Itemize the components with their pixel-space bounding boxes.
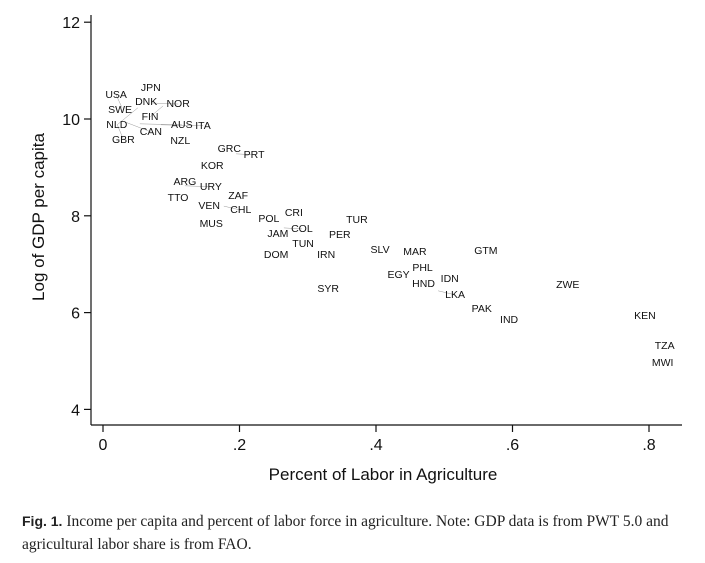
label-leader-line — [184, 185, 211, 188]
point-label-jam: JAM — [267, 228, 288, 240]
label-leader-line — [149, 105, 164, 118]
caption-label: Fig. 1. — [22, 513, 63, 529]
x-tick-label: .6 — [506, 437, 519, 454]
point-label-gtm: GTM — [474, 245, 497, 257]
point-label-ind: IND — [500, 314, 519, 326]
point-label-prt: PRT — [244, 149, 265, 161]
point-label-mwi: MWI — [652, 357, 674, 369]
point-label-aus: AUS — [171, 119, 193, 131]
x-tick-label: .2 — [233, 437, 246, 454]
point-label-ven: VEN — [198, 200, 220, 212]
point-label-lka: LKA — [445, 289, 465, 301]
label-leader-line — [236, 153, 255, 156]
label-leader-line — [161, 124, 204, 127]
point-label-usa: USA — [105, 89, 127, 101]
point-label-egy: EGY — [387, 269, 409, 281]
label-leader-line — [139, 123, 182, 126]
label-leader-line — [115, 94, 123, 108]
y-tick-label: 6 — [71, 306, 80, 323]
label-leader-line — [438, 290, 456, 296]
point-label-nld: NLD — [106, 119, 127, 131]
point-label-mus: MUS — [200, 218, 223, 230]
x-tick-label: .4 — [369, 437, 382, 454]
label-leader-line — [152, 102, 179, 105]
point-label-idn: IDN — [441, 273, 459, 285]
point-label-phl: PHL — [412, 262, 433, 274]
label-leader-line — [283, 227, 302, 230]
point-label-grc: GRC — [218, 143, 242, 155]
point-label-tza: TZA — [655, 340, 675, 352]
point-label-irn: IRN — [317, 249, 335, 261]
point-label-nor: NOR — [166, 98, 190, 110]
point-label-mar: MAR — [403, 246, 427, 258]
point-label-swe: SWE — [108, 104, 132, 116]
point-label-can: CAN — [140, 126, 162, 138]
point-label-zaf: ZAF — [228, 190, 248, 202]
x-tick-label: .8 — [642, 437, 655, 454]
point-label-tur: TUR — [346, 214, 368, 226]
y-axis-title: Log of GDP per capita — [29, 133, 48, 301]
point-label-chl: CHL — [230, 204, 251, 216]
y-tick-label: 12 — [62, 15, 80, 32]
label-leader-line — [116, 107, 138, 126]
point-label-arg: ARG — [174, 176, 197, 188]
point-label-pak: PAK — [472, 303, 492, 315]
point-label-nzl: NZL — [170, 135, 190, 147]
point-label-slv: SLV — [371, 244, 390, 256]
point-label-jpn: JPN — [141, 82, 161, 94]
point-label-hnd: HND — [412, 278, 435, 290]
point-label-dom: DOM — [264, 249, 289, 261]
point-label-ury: URY — [200, 181, 222, 193]
y-tick-label: 8 — [71, 209, 80, 226]
point-label-tto: TTO — [168, 192, 189, 204]
point-label-kor: KOR — [201, 160, 224, 172]
point-label-ita: ITA — [195, 120, 211, 132]
point-label-zwe: ZWE — [556, 279, 579, 291]
point-label-ken: KEN — [634, 310, 656, 322]
point-label-fin: FIN — [142, 111, 159, 123]
label-leader-line — [223, 205, 241, 211]
point-label-cri: CRI — [285, 207, 303, 219]
point-label-col: COL — [291, 223, 313, 235]
y-tick-label: 10 — [62, 112, 80, 129]
point-label-gbr: GBR — [112, 134, 135, 146]
point-label-tun: TUN — [292, 238, 314, 250]
axes — [90, 15, 682, 426]
x-tick-label: 0 — [99, 437, 108, 454]
label-leader-line — [117, 124, 124, 140]
point-label-dnk: DNK — [135, 96, 157, 108]
caption-text: Income per capita and percent of labor f… — [22, 513, 669, 553]
point-label-syr: SYR — [317, 283, 339, 295]
label-leader-line — [124, 121, 151, 133]
y-tick-label: 4 — [71, 402, 80, 419]
figure-caption: Fig. 1. Income per capita and percent of… — [22, 510, 692, 556]
point-label-per: PER — [329, 229, 351, 241]
point-label-pol: POL — [258, 213, 279, 225]
x-axis-title: Percent of Labor in Agriculture — [269, 465, 498, 484]
